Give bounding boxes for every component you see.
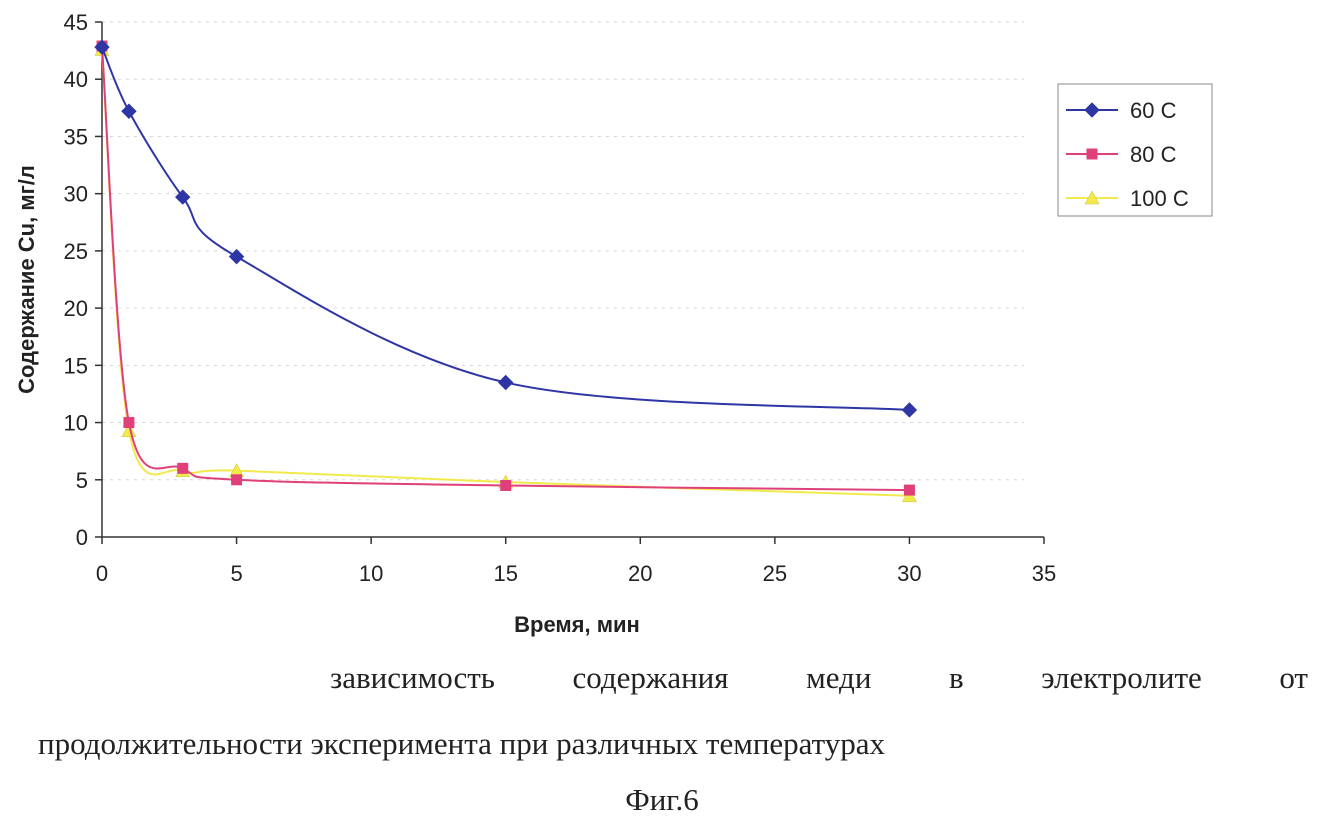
data-point [122,104,136,118]
x-tick-label: 10 [359,561,383,586]
y-tick-label: 10 [64,411,88,436]
caption-word: от [1279,660,1308,696]
data-point [231,474,242,485]
y-tick-label: 15 [64,353,88,378]
data-point [904,485,915,496]
x-tick-label: 25 [763,561,787,586]
x-tick-label: 20 [628,561,652,586]
caption-word: электролите [1041,660,1202,696]
figure-label: Фиг.6 [0,782,1324,818]
legend-label: 100 С [1130,186,1189,211]
y-axis-title: Содержание Cu, мг/л [14,165,39,394]
caption-word: зависимость [330,660,495,696]
series-line [102,46,909,490]
legend: 60 С 80 С 100 С [1058,84,1212,216]
series-line [102,49,909,495]
y-tick-labels: 0 5 10 15 20 25 30 35 40 45 [64,10,102,550]
series-0 [95,40,916,417]
data-point [123,417,134,428]
legend-label: 80 С [1130,142,1177,167]
series-lines [95,40,916,502]
caption-word: меди [806,660,871,696]
caption-word: содержания [573,660,729,696]
y-tick-label: 5 [76,468,88,493]
data-point [499,376,513,390]
data-point [230,250,244,264]
grid-lines [102,22,1024,480]
x-axis-title: Время, мин [514,612,640,637]
y-tick-label: 0 [76,525,88,550]
data-point [176,190,190,204]
y-tick-label: 35 [64,124,88,149]
caption-word: в [949,660,964,696]
legend-marker [1087,149,1098,160]
caption-line-2: продолжительности эксперимента при разли… [38,726,885,762]
x-tick-label: 0 [96,561,108,586]
data-point [177,463,188,474]
caption-line-1: зависимость содержания меди в электролите от [330,660,1308,696]
y-tick-label: 20 [64,296,88,321]
y-tick-label: 40 [64,67,88,92]
data-point [500,480,511,491]
series-2 [95,42,916,501]
x-tick-labels: 0 5 10 15 20 25 30 35 [96,537,1056,586]
legend-label: 60 С [1130,98,1177,123]
y-tick-label: 25 [64,239,88,264]
x-tick-label: 35 [1032,561,1056,586]
x-tick-label: 5 [230,561,242,586]
axes [102,22,1044,537]
x-tick-label: 15 [493,561,517,586]
series-line [102,47,909,410]
x-tick-label: 30 [897,561,921,586]
line-chart: 0 5 10 15 20 25 30 35 40 45 0 5 10 15 20 25 30 35 Время,… [0,0,1324,660]
y-tick-label: 30 [64,182,88,207]
data-point [902,403,916,417]
series-1 [97,41,915,496]
y-tick-label: 45 [64,10,88,35]
